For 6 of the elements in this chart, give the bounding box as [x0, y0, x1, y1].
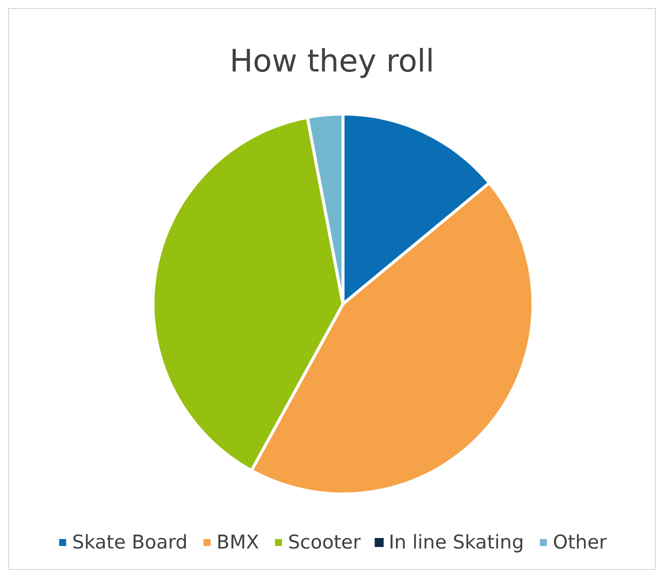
legend-label: In line Skating: [388, 532, 524, 554]
legend-label: Skate Board: [72, 532, 188, 554]
chart-title: How they roll: [230, 44, 434, 80]
legend-label: BMX: [216, 532, 259, 554]
legend-label: Other: [552, 532, 608, 554]
legend-label: Scooter: [288, 532, 361, 554]
